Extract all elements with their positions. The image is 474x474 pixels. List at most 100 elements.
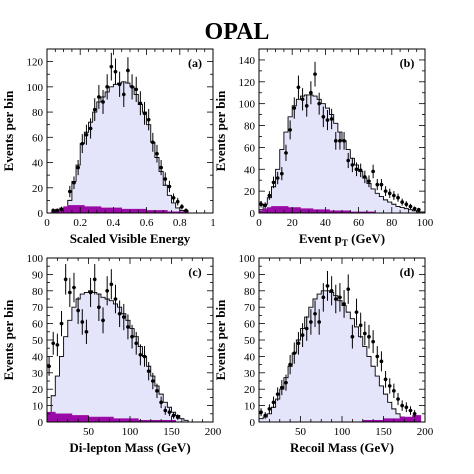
data-point bbox=[76, 160, 80, 176]
data-marker bbox=[329, 117, 334, 121]
data-point bbox=[59, 206, 64, 212]
data-marker bbox=[317, 320, 321, 324]
y-tick-label: 60 bbox=[32, 319, 44, 331]
data-marker bbox=[371, 339, 375, 344]
data-point bbox=[400, 198, 404, 206]
data-marker bbox=[72, 285, 76, 290]
y-tick-label: 0 bbox=[38, 417, 44, 429]
y-tick-label: 140 bbox=[239, 55, 256, 67]
data-marker bbox=[300, 333, 305, 337]
data-point bbox=[400, 400, 404, 411]
data-point bbox=[317, 309, 321, 335]
panel-b: 0 20 40 60 80 100 120 140 0 20 40 60 80 100 (b) Event p… bbox=[213, 48, 434, 248]
data-marker bbox=[113, 69, 118, 74]
data-marker bbox=[151, 140, 155, 145]
data-marker bbox=[313, 311, 317, 316]
data-marker bbox=[325, 284, 330, 288]
data-marker bbox=[146, 117, 151, 122]
panel-d: 0 10 20 30 40 50 60 70 80 90 100 50 100 150 200 (d) Reco… bbox=[213, 253, 434, 455]
data-point bbox=[171, 193, 176, 203]
data-point bbox=[371, 164, 375, 179]
data-point bbox=[412, 410, 417, 418]
y-tick-label: 0 bbox=[250, 417, 256, 429]
data-point bbox=[408, 406, 413, 415]
data-marker bbox=[175, 199, 180, 204]
data-point bbox=[271, 396, 276, 409]
data-marker bbox=[105, 85, 109, 89]
data-marker bbox=[59, 321, 64, 326]
data-marker bbox=[354, 167, 359, 172]
data-marker bbox=[342, 302, 346, 306]
data-point bbox=[259, 408, 263, 417]
x-axis-label: Scaled Visible Energy bbox=[70, 231, 191, 246]
data-point bbox=[267, 191, 272, 200]
data-marker bbox=[404, 405, 409, 410]
plot-area bbox=[47, 52, 213, 213]
data-point bbox=[300, 88, 305, 111]
data-marker bbox=[387, 384, 392, 388]
data-point bbox=[383, 186, 388, 197]
data-point bbox=[363, 321, 367, 346]
data-marker bbox=[346, 158, 351, 163]
data-marker bbox=[121, 92, 126, 97]
data-marker bbox=[55, 208, 60, 213]
data-point bbox=[134, 331, 139, 355]
data-point bbox=[367, 175, 371, 188]
data-marker bbox=[267, 407, 272, 411]
data-point bbox=[113, 284, 118, 314]
data-marker bbox=[383, 377, 388, 382]
data-point bbox=[80, 134, 85, 154]
data-point bbox=[383, 370, 388, 388]
data-point bbox=[387, 378, 392, 394]
data-marker bbox=[68, 290, 72, 295]
data-point bbox=[313, 300, 317, 328]
x-tick-label: 200 bbox=[417, 426, 434, 438]
y-tick-label: 50 bbox=[244, 335, 256, 347]
data-point bbox=[184, 208, 188, 213]
data-marker bbox=[396, 195, 400, 200]
data-point bbox=[80, 309, 85, 335]
data-marker bbox=[130, 85, 134, 89]
y-tick-label: 70 bbox=[32, 302, 44, 314]
data-point bbox=[142, 346, 147, 367]
x-tick-label: 150 bbox=[375, 426, 392, 438]
y-tick-label: 120 bbox=[27, 57, 44, 69]
y-tick-label: 60 bbox=[244, 319, 256, 331]
y-tick-label: 100 bbox=[27, 253, 44, 265]
data-marker bbox=[412, 412, 417, 416]
data-marker bbox=[313, 72, 317, 76]
panel-label: (a) bbox=[188, 56, 202, 70]
data-marker bbox=[271, 400, 276, 405]
x-tick-label: 0.4 bbox=[107, 217, 121, 229]
data-point bbox=[55, 208, 60, 213]
y-axis-label: Events per bin bbox=[213, 90, 228, 171]
data-point bbox=[396, 193, 400, 202]
data-point bbox=[292, 97, 297, 119]
data-marker bbox=[392, 193, 396, 198]
data-marker bbox=[284, 380, 288, 385]
data-marker bbox=[142, 354, 147, 359]
data-marker bbox=[321, 295, 326, 300]
data-marker bbox=[350, 163, 355, 167]
y-tick-label: 50 bbox=[32, 335, 44, 347]
panel-label: (c) bbox=[188, 265, 201, 279]
data-marker bbox=[383, 189, 388, 193]
data-marker bbox=[338, 295, 342, 300]
data-marker bbox=[105, 289, 109, 293]
y-tick-label: 90 bbox=[244, 269, 256, 281]
x-axis-label: Di-lepton Mass (GeV) bbox=[69, 440, 190, 455]
data-marker bbox=[171, 196, 176, 200]
data-point bbox=[296, 331, 301, 355]
data-point bbox=[350, 157, 355, 173]
data-marker bbox=[121, 315, 126, 319]
data-marker bbox=[392, 389, 396, 393]
data-point bbox=[280, 380, 284, 396]
data-point bbox=[146, 108, 151, 131]
data-point bbox=[333, 131, 338, 150]
data-marker bbox=[333, 297, 338, 301]
data-point bbox=[271, 176, 276, 189]
data-marker bbox=[329, 289, 334, 293]
data-point bbox=[300, 323, 305, 348]
data-point bbox=[284, 144, 288, 161]
